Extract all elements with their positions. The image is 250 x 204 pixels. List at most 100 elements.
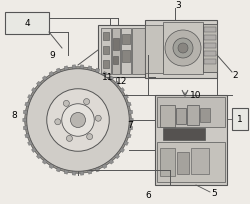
Bar — [176, 108, 186, 124]
Circle shape — [66, 135, 72, 141]
Bar — [122, 50, 130, 62]
Bar — [145, 25, 163, 73]
Wedge shape — [50, 120, 78, 144]
Polygon shape — [128, 125, 133, 130]
Bar — [160, 105, 175, 127]
Polygon shape — [32, 88, 37, 93]
Bar — [204, 59, 216, 64]
Circle shape — [87, 134, 93, 140]
Bar — [98, 25, 148, 77]
Polygon shape — [49, 163, 54, 169]
Wedge shape — [70, 120, 91, 149]
Text: 6: 6 — [145, 191, 151, 200]
Bar — [160, 148, 175, 176]
Polygon shape — [87, 66, 92, 71]
Bar — [204, 43, 216, 48]
Circle shape — [95, 115, 101, 121]
Polygon shape — [95, 167, 100, 172]
Bar — [157, 142, 225, 182]
Polygon shape — [56, 167, 61, 172]
Circle shape — [84, 99, 89, 105]
Bar — [132, 28, 146, 74]
Polygon shape — [126, 102, 131, 107]
Polygon shape — [119, 147, 124, 152]
Bar — [113, 56, 118, 64]
Polygon shape — [28, 95, 33, 100]
Bar — [191, 148, 209, 174]
Circle shape — [178, 43, 188, 53]
Polygon shape — [95, 68, 100, 73]
Polygon shape — [64, 170, 69, 174]
Polygon shape — [25, 102, 30, 107]
Polygon shape — [72, 65, 76, 69]
Bar — [145, 20, 217, 78]
Bar — [157, 97, 225, 127]
Text: 3: 3 — [175, 1, 181, 10]
Polygon shape — [102, 71, 107, 77]
Text: 1: 1 — [237, 114, 243, 123]
Bar — [204, 51, 216, 56]
Bar — [155, 95, 227, 185]
Polygon shape — [49, 71, 54, 77]
Bar — [163, 128, 205, 140]
Circle shape — [27, 69, 129, 171]
Circle shape — [63, 100, 69, 106]
Circle shape — [70, 112, 86, 128]
Polygon shape — [123, 140, 128, 145]
Polygon shape — [32, 147, 37, 152]
Bar — [103, 46, 109, 54]
Polygon shape — [23, 118, 27, 122]
Polygon shape — [80, 171, 84, 175]
Polygon shape — [64, 66, 69, 71]
Polygon shape — [23, 125, 28, 130]
Text: 5: 5 — [211, 190, 217, 198]
Polygon shape — [56, 68, 61, 73]
Circle shape — [165, 30, 201, 66]
Polygon shape — [108, 76, 114, 81]
Polygon shape — [36, 153, 42, 159]
Circle shape — [25, 67, 131, 173]
Bar — [187, 105, 199, 125]
Text: 9: 9 — [49, 51, 55, 60]
Bar — [203, 24, 217, 72]
Polygon shape — [129, 118, 133, 122]
Polygon shape — [80, 65, 84, 69]
Circle shape — [47, 89, 109, 151]
Wedge shape — [49, 99, 78, 120]
Polygon shape — [25, 133, 30, 138]
Bar — [232, 108, 248, 130]
Bar — [103, 60, 109, 68]
Polygon shape — [128, 110, 133, 114]
Text: 4: 4 — [24, 19, 30, 28]
Text: 7: 7 — [127, 121, 133, 130]
Bar — [204, 35, 216, 40]
Bar — [122, 34, 130, 44]
Bar — [101, 28, 111, 74]
Circle shape — [62, 104, 94, 136]
Bar — [5, 12, 49, 34]
Polygon shape — [102, 163, 107, 169]
Text: 10: 10 — [190, 92, 202, 101]
Polygon shape — [119, 88, 124, 93]
Polygon shape — [126, 133, 131, 138]
Text: 2: 2 — [232, 71, 238, 80]
Polygon shape — [87, 170, 92, 174]
Bar — [200, 108, 210, 122]
Polygon shape — [42, 76, 48, 81]
Bar — [121, 28, 131, 74]
Polygon shape — [123, 95, 128, 100]
Wedge shape — [78, 120, 107, 141]
Polygon shape — [108, 159, 114, 164]
Polygon shape — [36, 81, 42, 87]
Wedge shape — [65, 91, 86, 120]
Polygon shape — [72, 171, 76, 175]
Polygon shape — [114, 153, 119, 159]
Text: 8: 8 — [11, 111, 17, 120]
Bar — [103, 32, 109, 40]
Wedge shape — [78, 95, 106, 120]
Bar — [177, 152, 189, 174]
Polygon shape — [42, 159, 48, 164]
Bar — [204, 27, 216, 32]
Bar — [163, 22, 203, 74]
Bar — [113, 38, 119, 50]
